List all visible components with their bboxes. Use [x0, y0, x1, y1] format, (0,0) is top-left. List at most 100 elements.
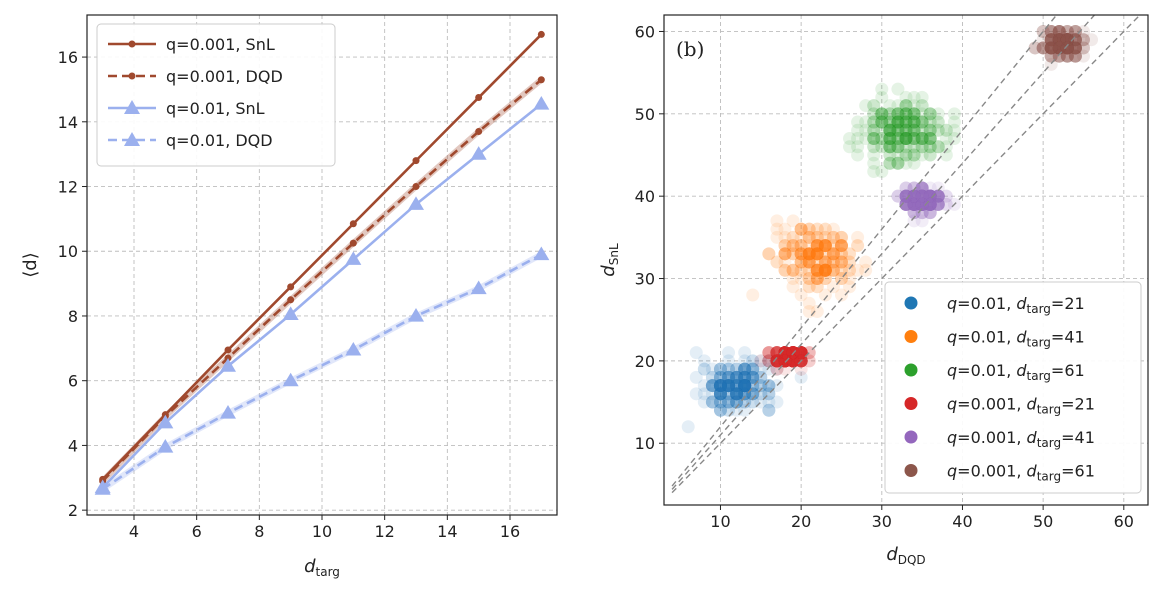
scatter-point	[915, 115, 929, 129]
scatter-point	[786, 354, 800, 368]
scatter-point	[867, 123, 881, 137]
scatter-point	[770, 346, 784, 360]
scatter-point	[1052, 33, 1066, 47]
scatter-point	[770, 354, 784, 368]
scatter-point	[923, 197, 937, 211]
x-tick-label: 14	[437, 522, 457, 541]
scatter-point	[778, 354, 792, 368]
scatter-point	[738, 362, 752, 376]
scatter-point	[762, 354, 776, 368]
scatter-point	[786, 354, 800, 368]
scatter-point	[778, 354, 792, 368]
scatter-point	[1036, 41, 1050, 55]
scatter-point	[915, 189, 929, 203]
scatter-point	[1052, 24, 1066, 38]
scatter-point	[713, 387, 727, 401]
scatter-point	[899, 189, 913, 203]
scatter-point	[778, 346, 792, 360]
scatter-point	[810, 263, 824, 277]
scatter-point	[826, 263, 840, 277]
scatter-point	[1052, 41, 1066, 55]
scatter-point	[899, 197, 913, 211]
scatter-point	[923, 197, 937, 211]
scatter-point	[883, 132, 897, 146]
scatter-point	[1044, 41, 1058, 55]
scatter-point	[907, 115, 921, 129]
scatter-point	[770, 346, 784, 360]
scatter-point	[778, 354, 792, 368]
scatter-point	[826, 239, 840, 253]
scatter-point	[730, 395, 744, 409]
scatter-point	[915, 140, 929, 154]
scatter-point	[867, 123, 881, 137]
scatter-point	[907, 197, 921, 211]
scatter-point	[1060, 33, 1074, 47]
scatter-point	[915, 197, 929, 211]
scatter-point	[786, 263, 800, 277]
legend-label: q=0.001, dtarg=61	[947, 462, 1095, 484]
x-tick-label: 12	[374, 522, 394, 541]
scatter-point	[730, 387, 744, 401]
scatter-point	[907, 107, 921, 121]
scatter-point	[923, 197, 937, 211]
scatter-point	[923, 189, 937, 203]
scatter-point	[899, 197, 913, 211]
scatter-point	[770, 362, 784, 376]
scatter-point	[826, 255, 840, 269]
scatter-point	[1068, 33, 1082, 47]
scatter-point	[907, 148, 921, 162]
scatter-point	[778, 346, 792, 360]
scatter-point	[1068, 33, 1082, 47]
scatter-point	[794, 346, 808, 360]
scatter-point	[713, 403, 727, 417]
scatter-point	[915, 197, 929, 211]
scatter-point	[722, 362, 736, 376]
scatter-point	[730, 395, 744, 409]
scatter-point	[899, 189, 913, 203]
scatter-point	[923, 197, 937, 211]
scatter-point	[915, 189, 929, 203]
scatter-point	[738, 403, 752, 417]
panel-a: 4 6 8 10 12 14 16246810121416dtarg⟨d⟩q=0.001, …	[20, 14, 558, 579]
scatter-point	[923, 197, 937, 211]
scatter-point	[818, 239, 832, 253]
scatter-point	[770, 354, 784, 368]
scatter-point	[907, 197, 921, 211]
scatter-point	[722, 370, 736, 384]
scatter-point	[1052, 41, 1066, 55]
scatter-point	[915, 189, 929, 203]
scatter-point	[923, 189, 937, 203]
scatter-point	[907, 197, 921, 211]
scatter-point	[802, 239, 816, 253]
scatter-point	[810, 247, 824, 261]
scatter-point	[1052, 49, 1066, 63]
scatter-point	[915, 197, 929, 211]
scatter-point	[915, 132, 929, 146]
scatter-point	[786, 354, 800, 368]
scatter-point	[786, 354, 800, 368]
scatter-point	[1052, 41, 1066, 55]
scatter-point	[899, 189, 913, 203]
scatter-point	[907, 115, 921, 129]
legend-label: q=0.001, dtarg=41	[947, 428, 1095, 450]
scatter-point	[778, 346, 792, 360]
scatter-point	[1052, 33, 1066, 47]
scatter-point	[778, 346, 792, 360]
scatter-point	[810, 263, 824, 277]
scatter-point	[923, 107, 937, 121]
scatter-point	[899, 123, 913, 137]
scatter-point	[1068, 33, 1082, 47]
scatter-point	[915, 181, 929, 195]
scatter-point	[843, 140, 857, 154]
scatter-point	[786, 354, 800, 368]
scatter-point	[802, 280, 816, 294]
scatter-point	[730, 387, 744, 401]
data-point	[408, 196, 424, 210]
scatter-point	[778, 346, 792, 360]
scatter-point	[1052, 49, 1066, 63]
scatter-point	[875, 123, 889, 137]
scatter-point	[778, 354, 792, 368]
scatter-point	[915, 115, 929, 129]
scatter-point	[915, 181, 929, 195]
scatter-point	[923, 197, 937, 211]
